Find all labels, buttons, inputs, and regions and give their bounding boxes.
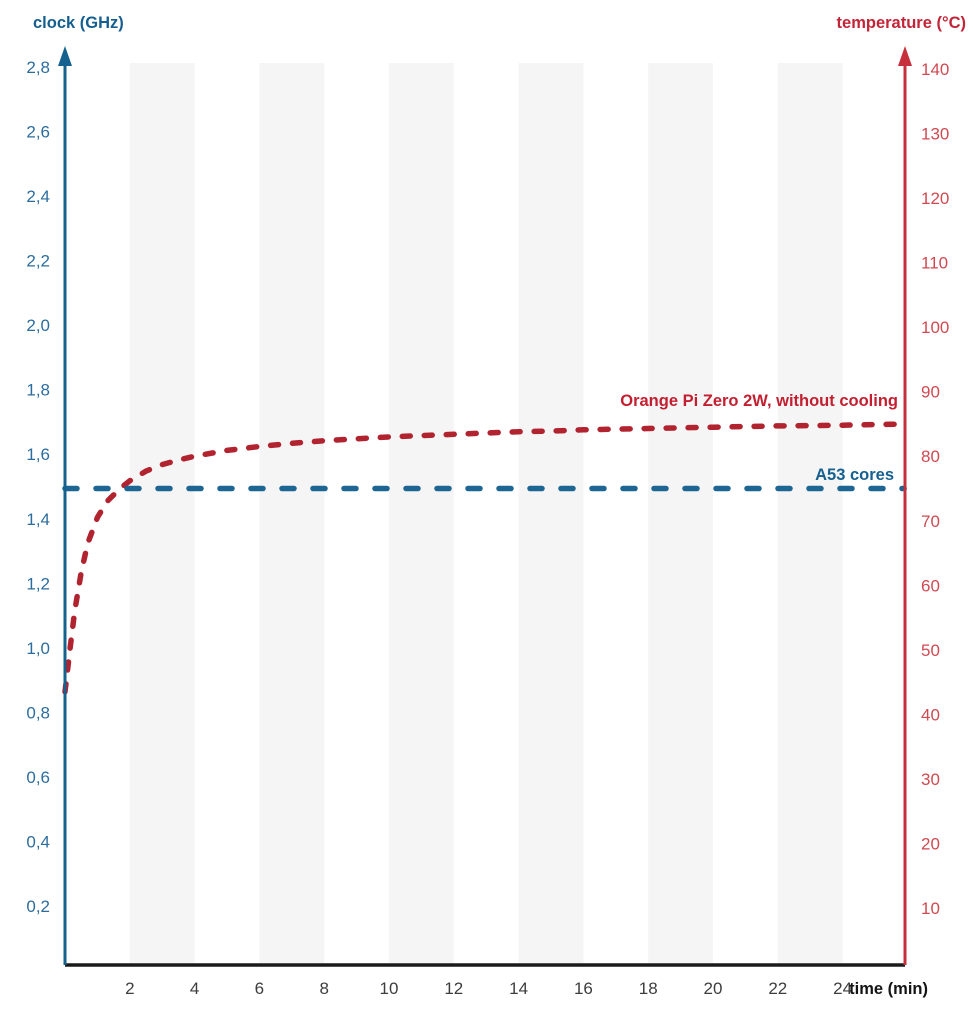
right-axis-tick-label: 110: [921, 254, 948, 273]
grid-band: [648, 63, 713, 963]
right-axis-tick-label: 40: [921, 705, 940, 724]
grid-band: [259, 63, 325, 963]
x-axis-tick-label: 18: [639, 979, 658, 998]
left-axis-arrow: [58, 46, 72, 66]
left-axis-tick-label: 0,2: [26, 897, 50, 916]
x-axis-tick-label: 24: [833, 979, 852, 998]
grid-band: [389, 63, 454, 963]
left-axis-tick-label: 2,2: [26, 252, 50, 271]
right-axis-tick-label: 50: [921, 641, 940, 660]
x-axis-tick-label: 20: [704, 979, 723, 998]
left-axis-tick-label: 1,2: [26, 574, 50, 593]
left-axis-tick-label: 0,6: [26, 768, 50, 787]
left-axis-tick-label: 2,4: [26, 187, 50, 206]
right-axis-tick-label: 60: [921, 576, 940, 595]
temperature-series-line: [62, 421, 907, 695]
left-axis-tick-label: 1,0: [26, 639, 50, 658]
x-axis-tick-label: 2: [125, 979, 134, 998]
left-axis-tick-label: 2,8: [26, 58, 50, 77]
x-axis-tick-label: 8: [319, 979, 328, 998]
right-axis-tick-label: 140: [921, 60, 949, 79]
left-axis-tick-label: 1,6: [26, 445, 50, 464]
x-axis-tick-label: 4: [190, 979, 199, 998]
left-axis-tick-label: 2,6: [26, 123, 50, 142]
left-axis-tick-label: 1,8: [26, 381, 50, 400]
right-axis-tick-label: 20: [921, 834, 940, 853]
x-axis-title: time (min): [849, 980, 928, 998]
right-axis-tick-label: 100: [921, 318, 949, 337]
x-axis-tick-label: 16: [574, 979, 593, 998]
x-axis-tick-label: 12: [444, 979, 463, 998]
x-axis-tick-label: 14: [509, 979, 528, 998]
right-axis-arrow: [898, 46, 912, 66]
right-axis-tick-label: 120: [921, 189, 949, 208]
left-axis-tick-label: 1,4: [26, 510, 50, 529]
right-axis-tick-label: 30: [921, 770, 940, 789]
grid-band: [518, 63, 584, 963]
clock-series-label: A53 cores: [815, 466, 894, 484]
left-axis-tick-label: 0,4: [26, 832, 50, 851]
grid-band: [129, 63, 195, 963]
x-axis-tick-label: 22: [768, 979, 787, 998]
right-axis-tick-label: 90: [921, 383, 940, 402]
left-axis-tick-label: 0,8: [26, 703, 50, 722]
right-axis-title: temperature (°C): [836, 14, 966, 32]
x-axis-tick-label: 10: [380, 979, 399, 998]
x-axis-tick-label: 6: [255, 979, 264, 998]
right-axis-tick-label: 80: [921, 447, 940, 466]
right-axis-tick-label: 130: [921, 125, 949, 144]
right-axis-tick-label: 10: [921, 899, 940, 918]
grid-band: [777, 63, 843, 963]
temperature-series-label: Orange Pi Zero 2W, without cooling: [620, 392, 898, 410]
left-axis-title: clock (GHz): [33, 14, 124, 32]
left-axis-tick-label: 2,0: [26, 316, 50, 335]
right-axis-tick-label: 70: [921, 512, 940, 531]
